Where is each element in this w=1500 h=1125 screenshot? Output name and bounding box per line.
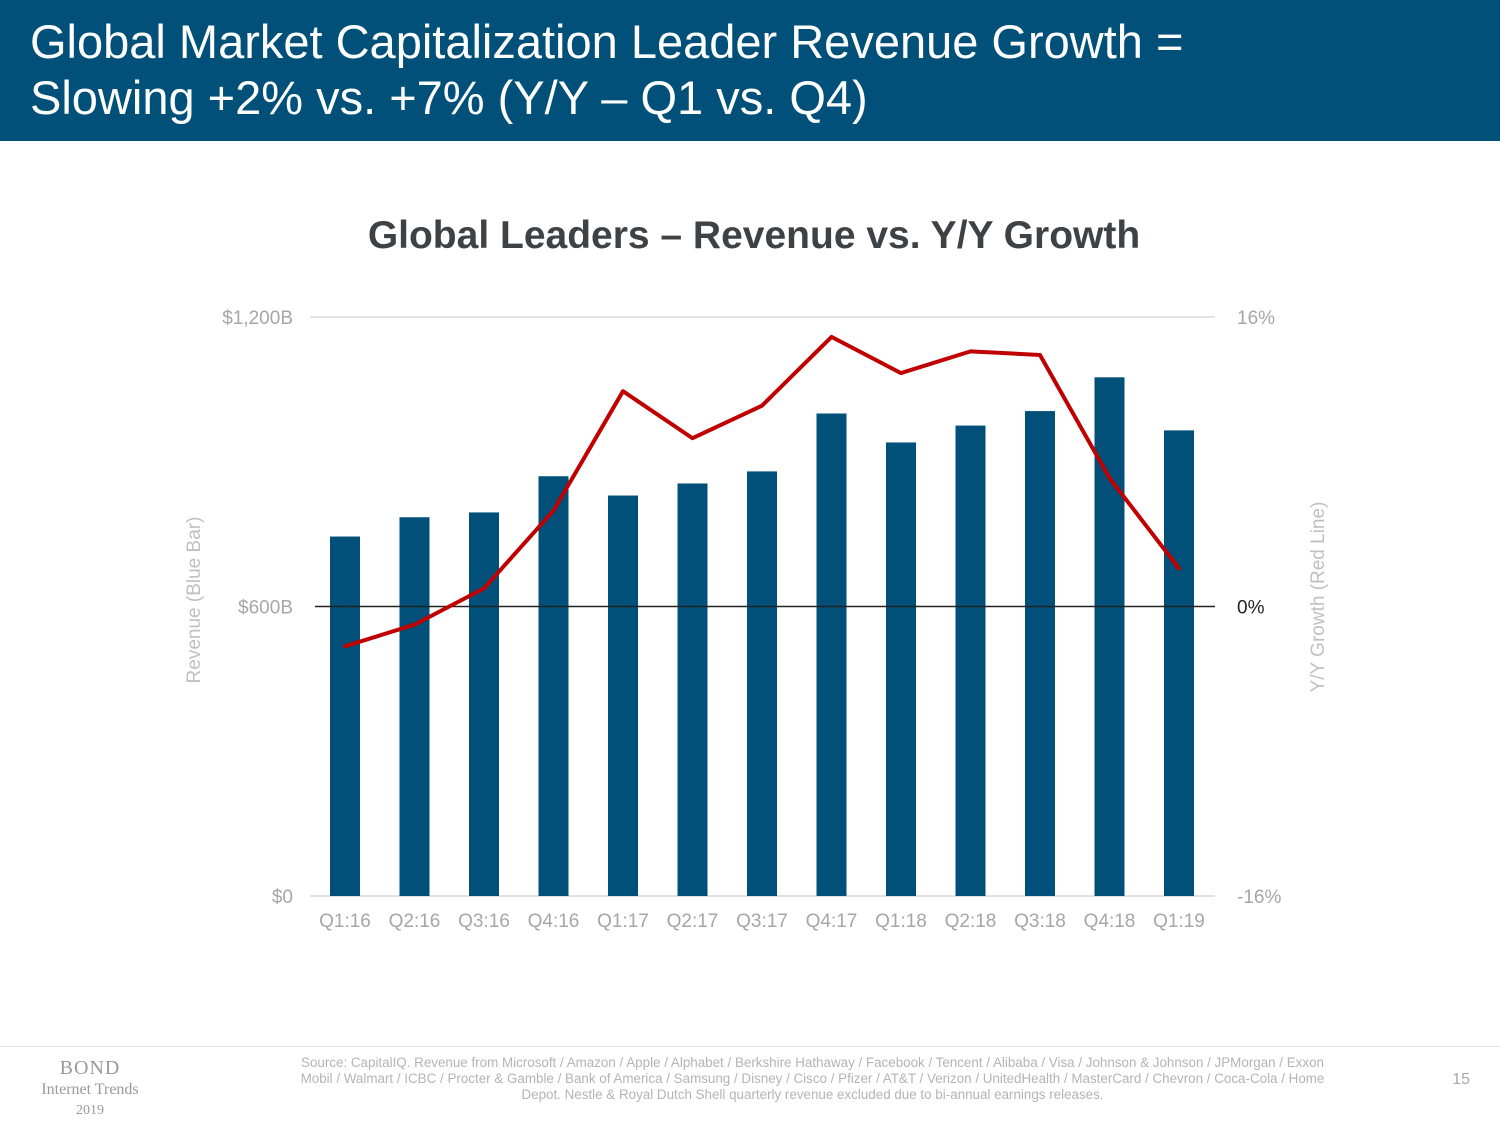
x-tick-label: Q3:16	[458, 911, 510, 932]
right-tick-label: 0%	[1237, 598, 1265, 619]
left-axis-title: Revenue (Blue Bar)	[184, 517, 205, 684]
slide-title-line-1: Global Market Capitalization Leader Reve…	[30, 15, 1184, 68]
logo-subtitle: Internet Trends	[41, 1081, 139, 1098]
x-tick-label: Q1:18	[875, 911, 927, 932]
slide-title: Global Market Capitalization Leader Reve…	[30, 14, 1470, 126]
logo-brand: BOND	[59, 1057, 121, 1079]
footer-divider	[0, 1046, 1500, 1047]
right-tick-label: -16%	[1237, 887, 1281, 908]
bar-Q4:16	[538, 476, 569, 896]
bar-Q2:16	[399, 517, 430, 896]
page-number: 15	[1452, 1071, 1470, 1088]
bar-Q1:19	[1164, 430, 1194, 896]
bar-Q3:16	[469, 512, 499, 896]
header-banner: Global Market Capitalization Leader Reve…	[0, 0, 1500, 141]
x-tick-label: Q4:16	[528, 911, 580, 932]
x-tick-label: Q4:17	[806, 911, 858, 932]
slide-title-line-2: Slowing +2% vs. +7% (Y/Y – Q1 vs. Q4)	[30, 71, 868, 124]
left-tick-label: $0	[272, 887, 293, 908]
x-tick-label: Q1:19	[1153, 911, 1205, 932]
x-tick-label: Q2:16	[389, 911, 441, 932]
logo-year: 2019	[76, 1103, 104, 1118]
left-tick-label: $1,200B	[222, 308, 293, 329]
bar-Q4:17	[816, 413, 847, 896]
bar-Q2:17	[677, 483, 708, 896]
left-tick-label: $600B	[238, 598, 293, 619]
right-axis-title: Y/Y Growth (Red Line)	[1308, 502, 1329, 693]
bar-Q3:18	[1025, 411, 1055, 896]
bar-Q1:18	[886, 442, 916, 896]
x-tick-label: Q2:17	[667, 911, 719, 932]
chart-title: Global Leaders – Revenue vs. Y/Y Growth	[367, 214, 1141, 257]
bar-Q1:17	[608, 495, 638, 896]
x-tick-label: Q3:17	[736, 911, 788, 932]
x-tick-label: Q3:18	[1014, 911, 1066, 932]
bar-Q4:18	[1094, 377, 1125, 896]
bar-Q2:18	[955, 425, 986, 896]
bond-logo: BOND Internet Trends 2019	[20, 1058, 160, 1121]
right-tick-label: 16%	[1237, 308, 1275, 329]
x-tick-label: Q1:16	[319, 911, 371, 932]
x-tick-label: Q1:17	[597, 911, 649, 932]
bar-Q1:16	[330, 536, 360, 896]
bar-Q3:17	[747, 471, 777, 896]
source-note: Source: CapitalIQ. Revenue from Microsof…	[300, 1055, 1325, 1102]
x-tick-label: Q4:18	[1084, 911, 1136, 932]
x-tick-label: Q2:18	[945, 911, 997, 932]
